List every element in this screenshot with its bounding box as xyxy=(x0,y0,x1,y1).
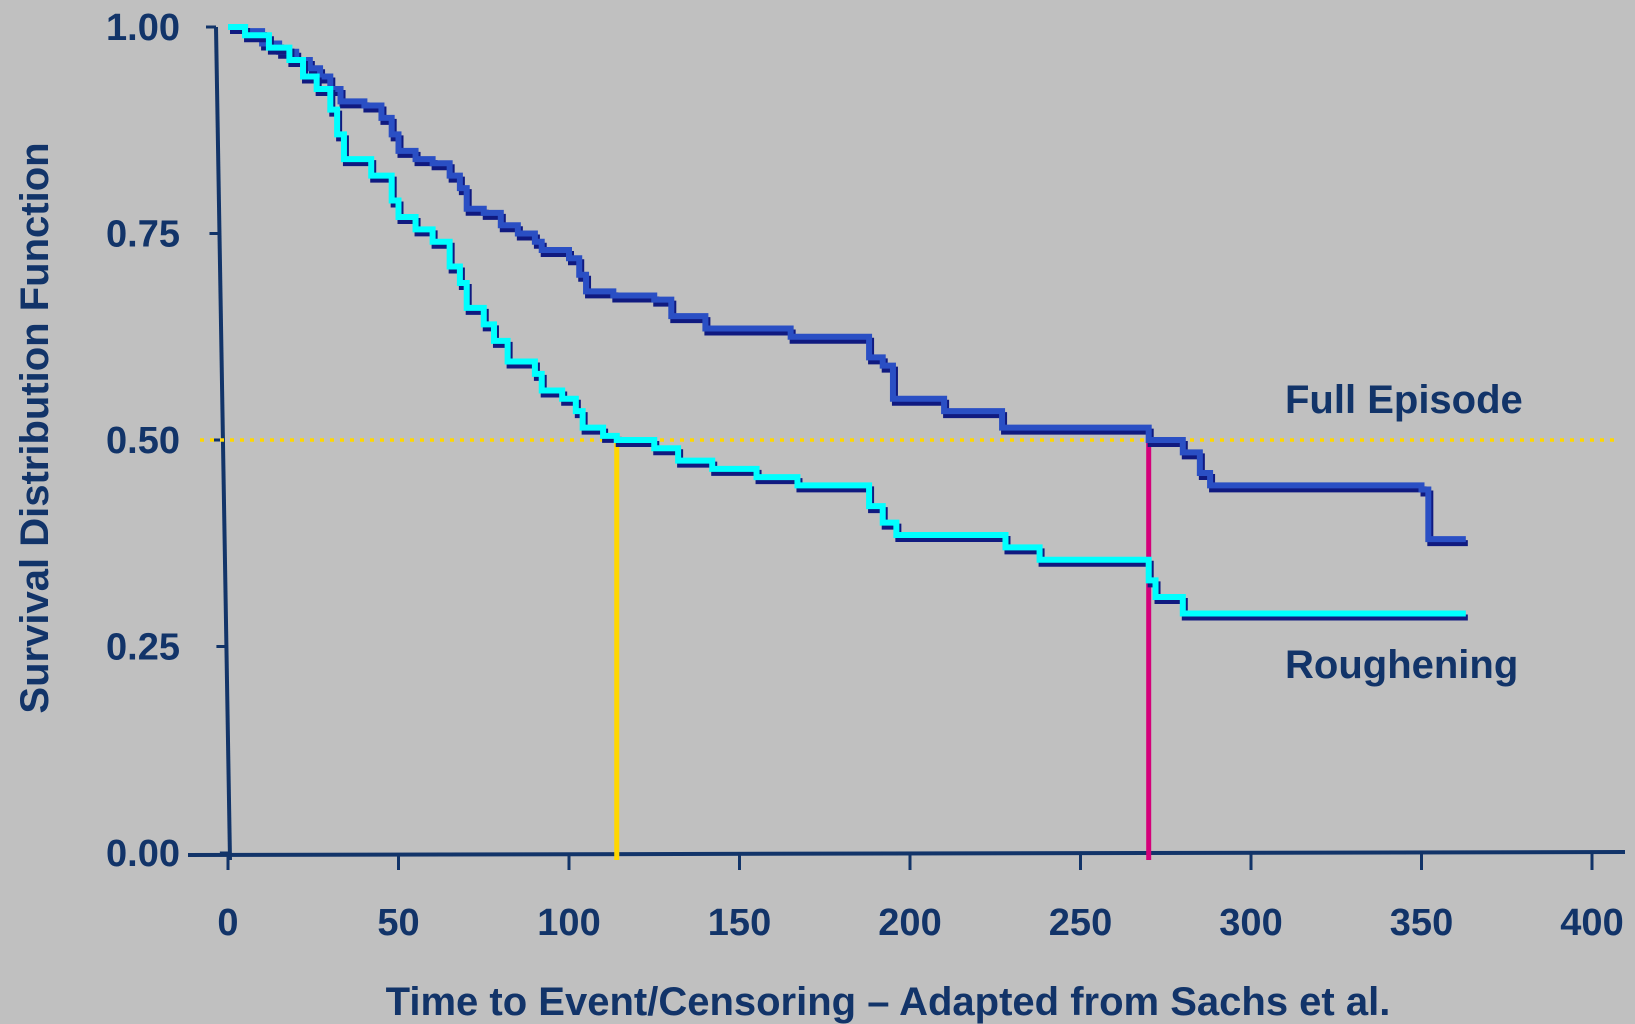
y-tick-label: 1.00 xyxy=(106,7,180,49)
x-tick-label: 400 xyxy=(1560,902,1623,944)
y-tick-label: 0.00 xyxy=(106,833,180,875)
x-axis-line xyxy=(187,850,1626,857)
x-tick-label: 0 xyxy=(217,902,238,944)
x-tick-label: 50 xyxy=(377,902,419,944)
y-axis-title: Survival Distribution Function xyxy=(13,142,57,713)
x-axis-title: Time to Event/Censoring – Adapted from S… xyxy=(386,980,1391,1024)
x-tick-label: 350 xyxy=(1390,902,1453,944)
x-tick-label: 150 xyxy=(708,902,771,944)
series-label-roughening: Roughening xyxy=(1285,643,1518,687)
x-tick-label: 100 xyxy=(537,902,600,944)
y-tick-label: 0.50 xyxy=(106,420,180,462)
series-layer xyxy=(228,24,1468,621)
series-line-roughening xyxy=(228,24,1466,617)
series-label-full-episode: Full Episode xyxy=(1285,378,1523,422)
labels-layer: Time to Event/Censoring – Adapted from S… xyxy=(13,142,1523,1024)
series-shadow-full-episode xyxy=(230,28,1468,547)
x-tick-label: 200 xyxy=(878,902,941,944)
x-tick-label: 300 xyxy=(1219,902,1282,944)
x-tick-label: 250 xyxy=(1049,902,1112,944)
axes: 0.00 0.25 0.50 0.75 1.00 0 50 100 150 200 250 300 35… xyxy=(106,7,1626,944)
reference-lines xyxy=(200,438,1618,860)
y-tick-label: 0.25 xyxy=(106,627,180,669)
series-line-full-episode xyxy=(228,24,1466,543)
y-tick-label: 0.75 xyxy=(106,214,180,256)
series-shadow-roughening xyxy=(230,28,1468,621)
y-axis-line xyxy=(214,26,232,861)
